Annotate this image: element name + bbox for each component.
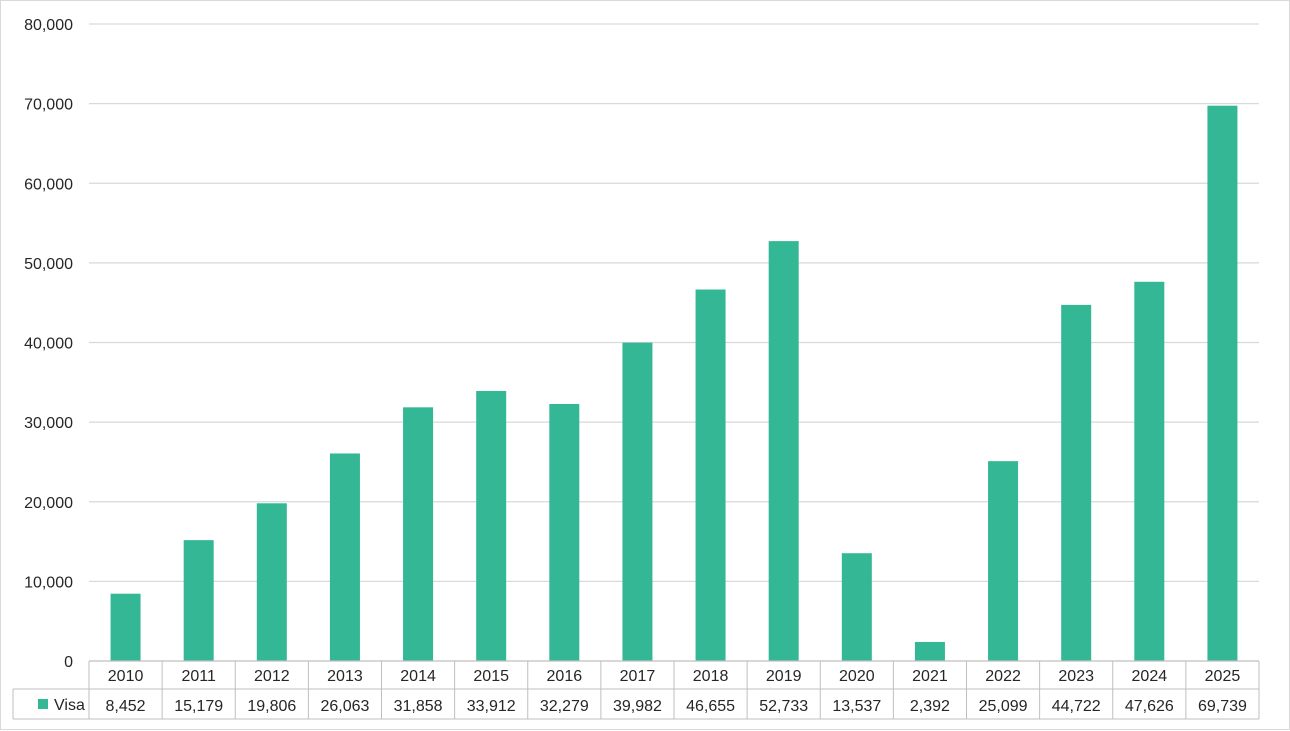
data-table-value: 31,858 [394, 698, 443, 715]
bar-2014 [403, 407, 434, 661]
y-tick-label: 60,000 [24, 176, 73, 193]
x-category-label: 2017 [620, 668, 656, 685]
bars [110, 105, 1238, 662]
x-category-label: 2024 [1132, 668, 1168, 685]
bar-2021 [914, 641, 945, 661]
y-tick-label: 80,000 [24, 17, 73, 34]
y-tick-label: 50,000 [24, 256, 73, 273]
x-category-label: 2025 [1205, 668, 1241, 685]
bar-2016 [549, 403, 580, 661]
bar-2017 [622, 342, 653, 661]
bar-2012 [256, 503, 287, 661]
y-tick-label: 10,000 [24, 574, 73, 591]
data-table-value: 46,655 [686, 698, 735, 715]
x-category-label: 2022 [985, 668, 1021, 685]
x-category-label: 2018 [693, 668, 729, 685]
data-table-value: 32,279 [540, 698, 589, 715]
data-table-value: 52,733 [759, 698, 808, 715]
legend-series-label: Visa [54, 697, 85, 714]
x-category-label: 2012 [254, 668, 290, 685]
x-category-label: 2015 [473, 668, 509, 685]
x-category-label: 2023 [1058, 668, 1094, 685]
x-category-label: 2019 [766, 668, 802, 685]
axes [12, 660, 1260, 720]
x-category-label: 2016 [547, 668, 583, 685]
gridlines [89, 23, 1259, 583]
y-tick-label: 30,000 [24, 415, 73, 432]
data-table-value: 39,982 [613, 698, 662, 715]
x-category-label: 2013 [327, 668, 363, 685]
y-tick-label: 20,000 [24, 495, 73, 512]
y-tick-label: 70,000 [24, 97, 73, 114]
bar-2020 [841, 553, 872, 661]
x-category-label: 2011 [181, 668, 216, 685]
data-table-value: 47,626 [1125, 698, 1174, 715]
x-category-label: 2020 [839, 668, 875, 685]
y-tick-label: 40,000 [24, 336, 73, 353]
x-category-label: 2014 [400, 668, 436, 685]
bar-2015 [476, 390, 507, 661]
x-category-label: 2010 [108, 668, 144, 685]
bar-2019 [768, 241, 799, 661]
data-table-value: 44,722 [1052, 698, 1101, 715]
bar-2023 [1061, 304, 1092, 661]
data-table-value: 15,179 [174, 698, 223, 715]
data-table-value: 26,063 [320, 698, 369, 715]
x-category-label: 2021 [912, 668, 948, 685]
data-table-value: 25,099 [979, 698, 1028, 715]
data-table-value: 13,537 [832, 698, 881, 715]
bar-2025 [1207, 105, 1238, 662]
bar-2011 [183, 540, 214, 661]
data-table-value: 33,912 [467, 698, 516, 715]
data-table-value: 2,392 [910, 698, 950, 715]
bar-2022 [988, 461, 1019, 661]
y-tick-label: 0 [64, 654, 73, 671]
bar-2024 [1134, 281, 1165, 661]
bar-2018 [695, 289, 726, 661]
bar-2013 [329, 453, 360, 661]
data-table-value: 69,739 [1198, 698, 1247, 715]
bar-2010 [110, 593, 141, 661]
legend-swatch [38, 699, 48, 709]
data-table-value: 8,452 [106, 698, 146, 715]
data-table-value: 19,806 [247, 698, 296, 715]
labels: 0 10,000 20,000 30,000 40,000 50,000 60,000 70,… [24, 17, 1247, 715]
